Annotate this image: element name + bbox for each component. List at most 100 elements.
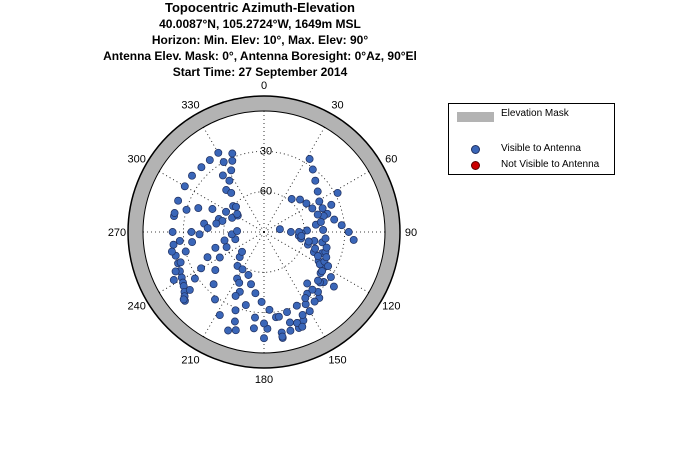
visible-point [203,253,212,262]
azimuth-spoke-210 [203,231,265,337]
visible-point [230,317,239,326]
visible-point [180,182,189,191]
azimuth-tick-label: 90 [405,227,417,239]
legend-label-mask: Elevation Mask [501,108,569,119]
visible-point [333,188,342,197]
visible-point [197,163,206,172]
visible-point [321,234,330,243]
visible-point [174,196,183,205]
visible-point [283,308,291,317]
visible-point [327,200,336,209]
visible-point [278,332,287,341]
visible-point [329,282,338,291]
mask-swatch [457,112,494,122]
azimuth-spoke-30 [263,127,325,233]
visible-marker-icon [471,145,480,154]
visible-point [324,262,333,271]
visible-point [344,228,353,236]
visible-point [233,227,242,236]
azimuth-spoke-300 [159,171,265,233]
visible-point [292,301,301,310]
azimuth-spoke-330 [203,127,265,233]
not-visible-marker-icon [471,161,480,170]
visible-point [231,291,240,300]
visible-point [308,285,317,294]
azimuth-tick-label: 330 [181,100,199,112]
visible-point [224,326,233,335]
visible-point [228,149,237,158]
horizon-line: Horizon: Min. Elev: 10°, Max. Elev: 90° [151,33,369,47]
visible-point [318,204,327,213]
visible-point [298,310,307,319]
azimuth-tick-label: 210 [181,354,199,366]
visible-point [203,224,212,233]
visible-point [169,276,178,284]
visible-point [197,264,206,273]
azimuth-tick-label: 0 [261,80,267,92]
visible-point [251,289,260,298]
azimuth-tick-label: 30 [331,100,343,112]
visible-point [185,285,194,294]
visible-point [232,202,240,211]
azimuth-tick-label: 150 [328,354,346,366]
visible-point [175,236,184,245]
visible-point [249,324,258,333]
visible-point [286,228,295,236]
visible-point [287,195,296,203]
start-time-line: Start Time: 27 September 2014 [172,65,348,79]
visible-point [209,280,218,289]
visible-point [349,235,358,244]
visible-point [275,225,284,234]
visible-point [316,218,325,226]
visible-point [311,244,320,253]
visible-point [176,258,185,267]
visible-point [227,166,236,175]
visible-point [326,273,335,282]
visible-point [315,197,324,206]
azimuth-spoke-150 [263,231,325,337]
visible-point [313,210,322,219]
visible-point [322,253,331,262]
visible-point [182,205,191,214]
visible-point [212,219,221,228]
visible-point [225,176,234,185]
visible-point [305,307,314,316]
visible-point [211,243,220,252]
visible-point [251,313,259,322]
visible-point [318,267,326,276]
visible-point [194,204,203,213]
legend: Elevation Mask Visible to Antenna Not Vi… [448,103,615,175]
visible-point [187,228,196,236]
visible-point [296,195,304,204]
visible-point [308,204,317,213]
visible-point [233,210,242,218]
visible-point [222,243,231,252]
legend-label-visible: Visible to Antenna [501,143,581,154]
visible-point [169,240,178,249]
visible-point [313,187,322,196]
visible-point [303,279,312,288]
azimuth-tick-label: 60 [385,154,397,166]
azimuth-tick-label: 270 [108,227,126,239]
visible-point [257,297,266,306]
visible-point [337,221,346,230]
visible-point [222,207,230,216]
visible-point [208,205,217,213]
legend-label-not-visible: Not Visible to Antenna [501,159,600,170]
visible-point [235,278,244,287]
visible-point [188,238,197,247]
visible-point [238,265,247,274]
visible-point [220,236,229,245]
visible-point [301,294,310,303]
visible-point [181,247,190,256]
chart-title: Topocentric Azimuth-Elevation [165,0,355,15]
azimuth-tick-label: 300 [128,154,146,166]
visible-point [170,209,179,217]
visible-point [297,231,306,240]
visible-point [195,230,204,239]
visible-point [231,306,240,315]
visible-point [211,266,220,275]
visible-point [311,176,320,185]
visible-point [310,297,319,306]
